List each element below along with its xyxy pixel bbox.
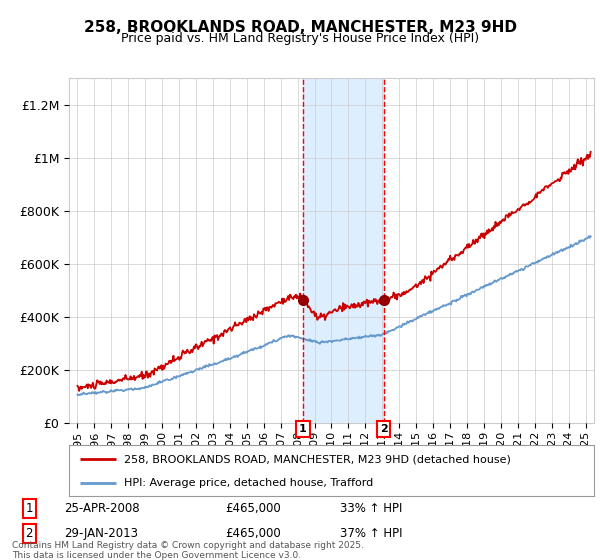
Text: 258, BROOKLANDS ROAD, MANCHESTER, M23 9HD (detached house): 258, BROOKLANDS ROAD, MANCHESTER, M23 9H… [124, 454, 511, 464]
Text: 2: 2 [26, 526, 33, 540]
Text: £465,000: £465,000 [225, 502, 281, 515]
Text: HPI: Average price, detached house, Trafford: HPI: Average price, detached house, Traf… [124, 478, 373, 488]
Text: 1: 1 [299, 424, 307, 434]
Text: 25-APR-2008: 25-APR-2008 [64, 502, 139, 515]
Text: 2: 2 [380, 424, 388, 434]
Text: Price paid vs. HM Land Registry's House Price Index (HPI): Price paid vs. HM Land Registry's House … [121, 32, 479, 45]
Bar [303, 78, 383, 423]
Text: 33% ↑ HPI: 33% ↑ HPI [340, 502, 403, 515]
Text: Contains HM Land Registry data © Crown copyright and database right 2025.
This d: Contains HM Land Registry data © Crown c… [12, 540, 364, 560]
Text: 1: 1 [26, 502, 33, 515]
Text: 37% ↑ HPI: 37% ↑ HPI [340, 526, 403, 540]
Text: 258, BROOKLANDS ROAD, MANCHESTER, M23 9HD: 258, BROOKLANDS ROAD, MANCHESTER, M23 9H… [83, 20, 517, 35]
Text: 29-JAN-2013: 29-JAN-2013 [64, 526, 138, 540]
Text: £465,000: £465,000 [225, 526, 281, 540]
